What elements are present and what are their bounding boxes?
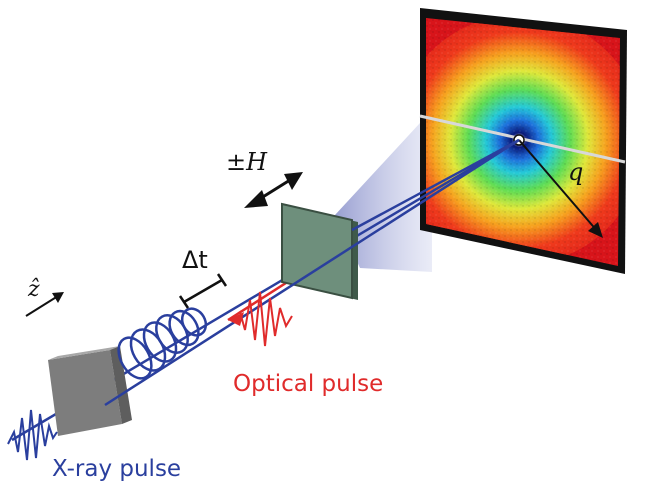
sample (281, 202, 358, 300)
xray-pulse-label: X-ray pulse (52, 456, 181, 482)
double-arrow-icon (244, 172, 303, 208)
arrow-icon (25, 292, 64, 317)
delay-label: Δt (182, 246, 208, 274)
optical-arrowhead (228, 312, 244, 326)
scatter-cone (335, 110, 432, 272)
q-label: q (568, 158, 583, 186)
xray-wavepacket (7, 409, 58, 461)
optical-pulse-label: Optical pulse (233, 371, 383, 397)
direction-label: ẑ (27, 277, 40, 302)
optical-wavepacket (231, 291, 293, 347)
field-label: ±H (226, 148, 268, 176)
q-arrow (518, 139, 603, 238)
xray-beam-exit (351, 138, 520, 232)
helix-coils (117, 307, 208, 380)
polarizer (48, 346, 132, 436)
bracket-icon (178, 273, 228, 309)
xray-beam-through (104, 138, 520, 407)
